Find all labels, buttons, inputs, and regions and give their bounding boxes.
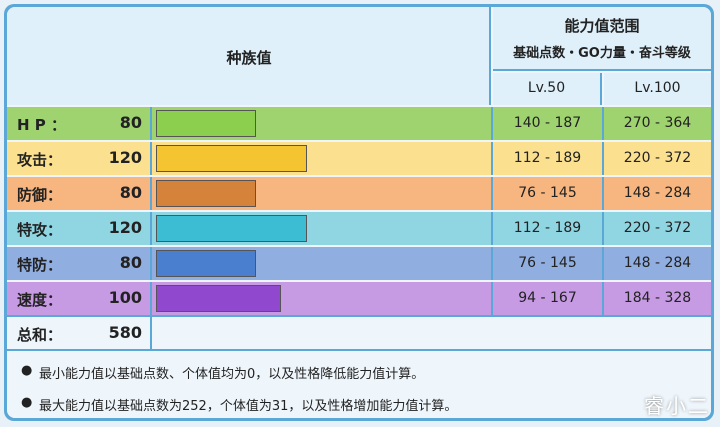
stat-lv50: 112 - 189 bbox=[513, 220, 582, 236]
range-title: 能力值范围 bbox=[564, 17, 640, 35]
stat-row: 特防： 80 76 - 145 148 - 284 bbox=[7, 247, 711, 280]
stat-label: 攻击： bbox=[17, 151, 63, 169]
stat-value: 80 bbox=[119, 253, 142, 272]
stat-label: 速度： bbox=[17, 291, 63, 309]
stat-lv100: 148 - 284 bbox=[623, 255, 692, 271]
stat-divider bbox=[150, 247, 152, 280]
range-divider bbox=[491, 177, 493, 210]
stat-lv50: 76 - 145 bbox=[518, 185, 577, 201]
stat-row: H P ： 80 140 - 187 270 - 364 bbox=[7, 107, 711, 140]
note-2: 最大能力值以基础点数为252，个体值为31，以及性格增加能力值计算。 bbox=[39, 399, 458, 414]
range-header: 能力值范围 基础点数・GO力量・奋斗等级 bbox=[493, 7, 711, 71]
stat-lv50: 76 - 145 bbox=[518, 255, 577, 271]
stat-divider bbox=[150, 282, 152, 315]
range-divider bbox=[491, 212, 493, 245]
total-value: 580 bbox=[108, 323, 142, 342]
stat-value: 100 bbox=[108, 288, 142, 307]
stat-value: 120 bbox=[108, 218, 142, 237]
lv100-header: Lv.100 bbox=[604, 73, 711, 105]
stat-lv100: 220 - 372 bbox=[623, 150, 692, 166]
lv50-header: Lv.50 bbox=[493, 73, 602, 105]
notes-section: ● 最小能力值以基础点数、个体值均为0，以及性格降低能力值计算。 ● 最大能力值… bbox=[7, 349, 711, 418]
stat-lv100: 148 - 284 bbox=[623, 185, 692, 201]
note-bullet-2: ● bbox=[21, 395, 33, 410]
stat-lv50: 112 - 189 bbox=[513, 150, 582, 166]
stat-lv100: 220 - 372 bbox=[623, 220, 692, 236]
stat-row: 攻击： 120 112 - 189 220 - 372 bbox=[7, 142, 711, 175]
range-divider bbox=[491, 282, 493, 315]
stat-row: 特攻： 120 112 - 189 220 - 372 bbox=[7, 212, 711, 245]
lv-divider bbox=[602, 282, 604, 315]
stat-lv50: 94 - 167 bbox=[518, 290, 577, 306]
stat-bar bbox=[156, 285, 281, 312]
stats-table: 种族值 能力值范围 基础点数・GO力量・奋斗等级 Lv.50 Lv.100 H … bbox=[7, 7, 711, 418]
range-divider bbox=[491, 247, 493, 280]
stat-bar bbox=[156, 110, 256, 137]
stat-divider bbox=[150, 177, 152, 210]
stat-value: 80 bbox=[119, 113, 142, 132]
total-label: 总和： bbox=[17, 326, 63, 344]
stat-label: 特防： bbox=[17, 256, 63, 274]
stat-lv50: 140 - 187 bbox=[513, 115, 582, 131]
total-divider bbox=[150, 317, 152, 349]
stat-row: 速度： 100 94 - 167 184 - 328 bbox=[7, 282, 711, 315]
stat-bar bbox=[156, 250, 256, 277]
range-divider bbox=[491, 107, 493, 140]
lv-divider bbox=[602, 107, 604, 140]
range-divider bbox=[491, 142, 493, 175]
note-1: 最小能力值以基础点数、个体值均为0，以及性格降低能力值计算。 bbox=[39, 367, 425, 382]
stat-divider bbox=[150, 212, 152, 245]
stat-value: 120 bbox=[108, 148, 142, 167]
stat-divider bbox=[150, 107, 152, 140]
species-label: 种族值 bbox=[226, 49, 272, 67]
range-subtitle: 基础点数・GO力量・奋斗等级 bbox=[513, 46, 691, 61]
stats-card: 种族值 能力值范围 基础点数・GO力量・奋斗等级 Lv.50 Lv.100 H … bbox=[4, 4, 714, 421]
stat-bar bbox=[156, 145, 307, 172]
stat-bar bbox=[156, 180, 256, 207]
lv-divider bbox=[602, 177, 604, 210]
stat-label: 特攻： bbox=[17, 221, 63, 239]
total-row: 总和： 580 bbox=[7, 315, 711, 349]
stat-label: 防御： bbox=[17, 186, 63, 204]
stat-divider bbox=[150, 142, 152, 175]
stat-row: 防御： 80 76 - 145 148 - 284 bbox=[7, 177, 711, 210]
stat-bar bbox=[156, 215, 307, 242]
lv-divider bbox=[602, 142, 604, 175]
stat-value: 80 bbox=[119, 183, 142, 202]
lv100-label: Lv.100 bbox=[634, 80, 681, 96]
lv-divider bbox=[602, 247, 604, 280]
lv50-label: Lv.50 bbox=[527, 80, 566, 96]
note-bullet-1: ● bbox=[21, 363, 33, 378]
stat-lv100: 270 - 364 bbox=[623, 115, 692, 131]
stat-lv100: 184 - 328 bbox=[623, 290, 692, 306]
stat-label: H P ： bbox=[17, 116, 66, 134]
lv-divider bbox=[602, 212, 604, 245]
species-header: 种族值 bbox=[7, 7, 491, 105]
watermark: 睿小二 bbox=[644, 394, 710, 418]
